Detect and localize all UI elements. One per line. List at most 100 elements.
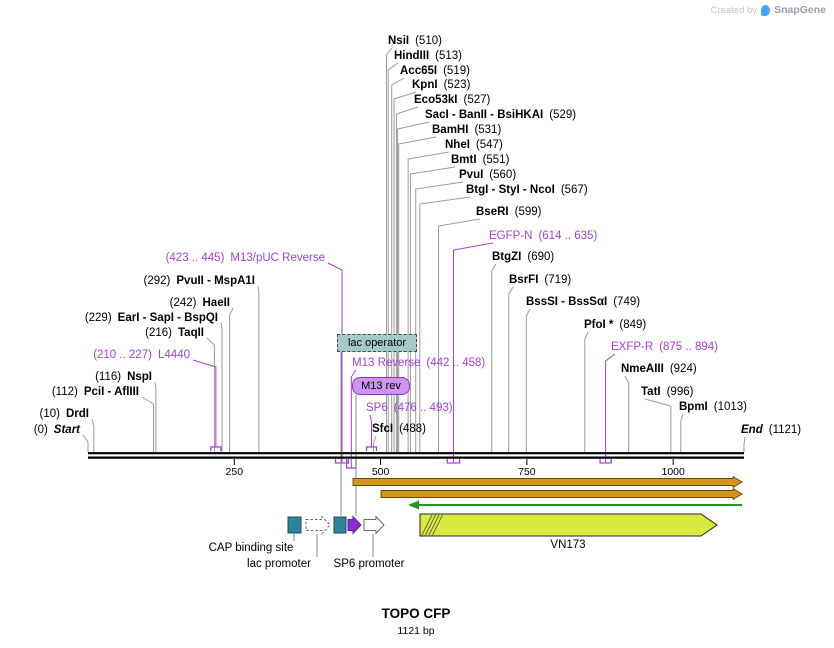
feature-position: (599) xyxy=(514,206,542,218)
feature-name: TatI xyxy=(641,386,661,398)
enzyme-label-nspi: (116) NspI xyxy=(95,371,152,384)
lac-operator-glyph xyxy=(333,516,347,534)
feature-name: BtgI - StyI - NcoI xyxy=(466,184,555,196)
feature-name: BsrFI xyxy=(509,274,539,286)
feature-name: HindIII xyxy=(394,50,430,62)
leader-nsii xyxy=(385,47,393,452)
leader-tati xyxy=(644,398,672,452)
enzyme-label-kpni: KpnI (523) xyxy=(412,79,470,92)
feature-position: (849) xyxy=(619,319,647,331)
sp6-promoter-glyph xyxy=(363,515,385,535)
orf-arrow-2 xyxy=(380,487,743,501)
feature-name: EGFP-N xyxy=(489,230,533,242)
enzyme-label-pvuii-mspa1i: (292) PvuII - MspA1I xyxy=(144,275,255,288)
feature-position: (242) xyxy=(169,297,197,309)
map-footer: TOPO CFP 1121 bp xyxy=(382,606,451,637)
feature-position: (690) xyxy=(527,251,555,263)
enzyme-label-taqii: (216) TaqII xyxy=(145,327,204,340)
feature-name: SP6 xyxy=(366,402,388,414)
feature-name: BpmI xyxy=(679,401,708,413)
primer-site-sp6 xyxy=(365,446,378,451)
feature-position: (423 .. 445) xyxy=(165,252,225,264)
feature-position: (510) xyxy=(415,35,442,47)
feature-name: EXFP-R xyxy=(611,341,654,353)
enzyme-label-bsrfi: BsrFI (719) xyxy=(509,274,571,287)
feature-position: (488) xyxy=(399,423,426,435)
feature-position: (10) xyxy=(39,408,60,420)
snapgene-logo-icon xyxy=(761,4,771,16)
enzyme-label-pcii-afliii: (112) PciI - AflIII xyxy=(52,386,139,399)
leader-bmti xyxy=(409,166,456,452)
feature-name: Start xyxy=(53,424,80,436)
feature-position: (442 .. 458) xyxy=(426,357,486,369)
primer-site-l4440 xyxy=(210,446,222,451)
primer-label-egfp-n: EGFP-N (614 .. 635) xyxy=(489,230,597,243)
leader-drdi xyxy=(91,418,95,452)
feature-name: PfoI * xyxy=(584,319,614,331)
feature-name: PvuII - MspA1I xyxy=(176,275,255,287)
feature-position: (112) xyxy=(51,386,78,398)
feature-position: (875 .. 894) xyxy=(659,341,718,353)
lac-promoter-label: lac promoter xyxy=(247,558,311,570)
primer-site-exfp-r xyxy=(599,459,612,464)
feature-name: BssSI - BssSαI xyxy=(526,296,608,308)
primer-leader-l4440 xyxy=(192,359,217,447)
primer-site-egfp-n xyxy=(446,459,461,464)
leader-sfci xyxy=(373,435,377,452)
feature-name: M13 Reverse xyxy=(352,357,421,369)
enzyme-label-tati: TatI (996) xyxy=(641,386,693,399)
leader-hindiii xyxy=(387,62,399,452)
feature-name: BmtI xyxy=(451,154,477,166)
m13-rev-glyph xyxy=(347,515,362,535)
leader-taqii xyxy=(206,337,215,452)
sequence-end-label-end: End (1121) xyxy=(741,424,801,437)
watermark-brand: SnapGene xyxy=(774,4,826,16)
feature-name: NsiI xyxy=(388,35,410,47)
hatch-line xyxy=(428,514,440,536)
leader-haeii xyxy=(229,307,234,452)
feature-name: BtgZI xyxy=(492,251,522,263)
feature-name: KpnI xyxy=(412,79,438,91)
enzyme-label-pfoi: PfoI * (849) xyxy=(584,319,646,332)
leader-nhei xyxy=(407,151,450,452)
leader-start xyxy=(82,434,89,452)
cap-binding-site-label: CAP binding site xyxy=(208,542,294,554)
lac-operator-box-label: lac operator xyxy=(337,334,417,352)
watermark-created-by: Created by xyxy=(710,4,758,16)
feature-name: HaeII xyxy=(202,297,231,309)
primer-leader-m13-reverse xyxy=(350,369,357,468)
reverse-strand-arrow-head xyxy=(408,500,419,510)
feature-position: (292) xyxy=(143,275,171,287)
feature-position: (527) xyxy=(463,94,491,106)
primer-label-m13-reverse: M13 Reverse (442 .. 458) xyxy=(352,357,485,370)
feature-position: (0) xyxy=(33,424,48,436)
feature-name: SfcI xyxy=(372,423,394,435)
enzyme-label-bpmi: BpmI (1013) xyxy=(679,401,747,414)
hatch-line xyxy=(432,514,443,536)
feature-name: TaqII xyxy=(178,327,204,339)
feature-position: (560) xyxy=(489,169,517,181)
leader-pcii-afliii xyxy=(141,396,155,452)
feature-name: Acc65I xyxy=(400,65,438,77)
hatch-line xyxy=(421,514,433,536)
primer-label-sp6: SP6 (476 .. 493) xyxy=(366,402,453,415)
leader-pfoi xyxy=(584,331,589,452)
feature-position: (614 .. 635) xyxy=(538,230,598,242)
leader-end xyxy=(743,436,746,452)
feature-position: (216) xyxy=(145,327,173,339)
enzyme-label-bmti: BmtI (551) xyxy=(451,154,509,167)
primer-label-exfp-r: EXFP-R (875 .. 894) xyxy=(611,341,718,354)
leader-eari-sapi-bspqi xyxy=(220,322,223,452)
feature-name: DrdI xyxy=(66,408,89,420)
feature-position: (547) xyxy=(475,139,503,151)
sequence-end-label-start: (0) Start xyxy=(34,424,80,437)
enzyme-label-saci-banii-bsihkai: SacI - BanII - BsiHKAI (529) xyxy=(425,109,576,122)
primer-label-m13-puc-reverse: (423 .. 445) M13/pUC Reverse xyxy=(166,252,325,265)
feature-position: (529) xyxy=(549,109,577,121)
primer-leader-egfp-n xyxy=(452,242,494,463)
enzyme-label-nmeaiii: NmeAIII (924) xyxy=(621,363,697,376)
enzyme-label-nsii: NsiI (510) xyxy=(388,35,442,48)
feature-position: (116) xyxy=(95,371,122,383)
feature-name: BseRI xyxy=(476,206,509,218)
